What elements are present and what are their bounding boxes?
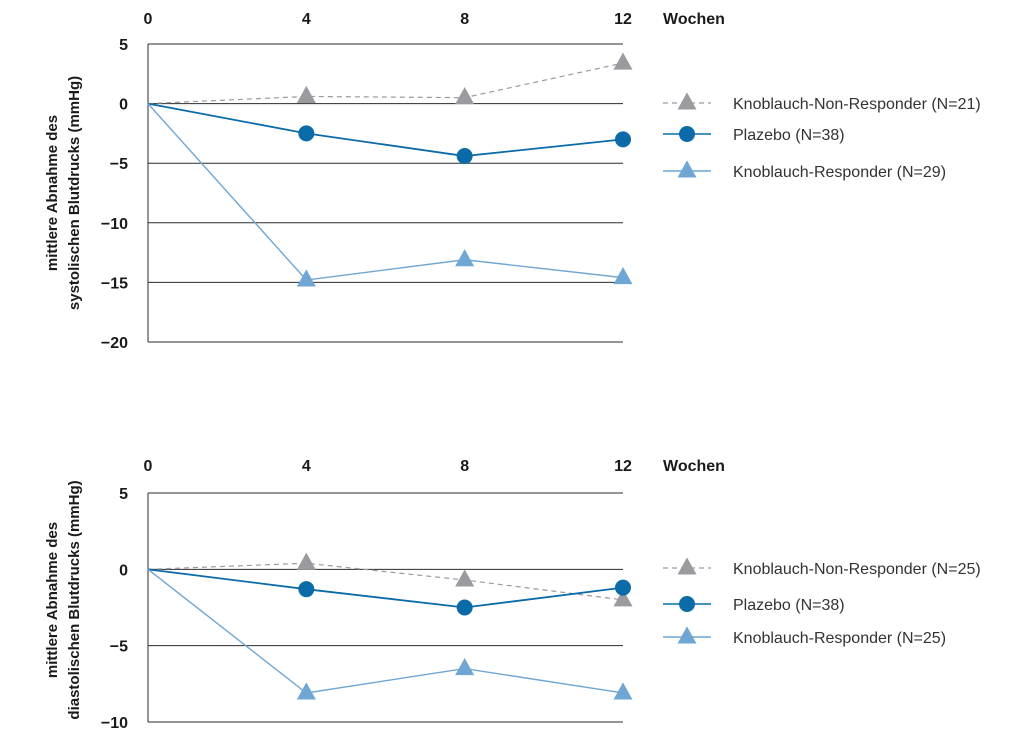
y-tick-label: 5: [119, 37, 128, 54]
data-point: [296, 682, 316, 700]
data-point: [456, 148, 473, 165]
x-axis-label: Wochen: [663, 11, 725, 28]
y-tick-label: −15: [101, 275, 128, 292]
legend-label: Knoblauch-Responder (N=25): [733, 630, 946, 647]
legend-marker: [677, 160, 697, 178]
y-axis-label: mittlere Abnahme des: [44, 115, 61, 271]
series-line-3: [147, 568, 624, 694]
legend-label: Knoblauch-Non-Responder (N=21): [733, 96, 981, 113]
data-point: [298, 581, 315, 598]
data-point: [456, 599, 473, 616]
x-tick-label: 4: [302, 458, 311, 475]
data-point: [455, 87, 475, 105]
legend-label: Knoblauch-Responder (N=29): [733, 164, 946, 181]
series-line-2: [147, 102, 624, 157]
y-tick-label: −10: [101, 216, 128, 233]
x-tick-label: 4: [302, 11, 311, 28]
data-point: [296, 552, 316, 570]
series-line-2: [147, 568, 624, 609]
x-tick-label: 0: [144, 11, 153, 28]
data-point: [296, 85, 316, 103]
y-tick-label: −5: [110, 639, 128, 656]
legend-marker: [679, 126, 695, 142]
data-point: [613, 589, 633, 607]
series-line-1: [147, 562, 624, 601]
series-line-1: [147, 62, 624, 105]
data-point: [615, 131, 631, 148]
data-point: [298, 125, 315, 142]
legend-marker: [677, 92, 697, 110]
x-tick-label: 8: [460, 11, 469, 28]
legend-label: Plazebo (N=38): [733, 597, 845, 614]
y-tick-label: 5: [119, 486, 128, 503]
y-tick-label: −10: [101, 715, 128, 732]
legend-marker: [679, 596, 695, 612]
y-tick-label: −5: [110, 156, 128, 173]
x-tick-label: 12: [614, 11, 632, 28]
data-point: [455, 569, 475, 587]
data-point: [613, 682, 633, 700]
x-tick-label: 0: [144, 458, 153, 475]
y-tick-label: 0: [119, 97, 128, 114]
x-tick-label: 12: [614, 458, 632, 475]
data-point: [613, 267, 633, 285]
legend-marker: [677, 557, 697, 575]
y-tick-label: 0: [119, 562, 128, 579]
data-point: [296, 269, 316, 287]
y-tick-label: −20: [101, 335, 128, 352]
x-tick-label: 8: [460, 458, 469, 475]
y-axis-label: systolischen Blutdrucks (mmHg): [66, 76, 83, 310]
data-point: [455, 249, 475, 267]
x-axis-label: Wochen: [663, 458, 725, 475]
data-point: [455, 657, 475, 676]
legend-label: Knoblauch-Non-Responder (N=25): [733, 561, 981, 578]
legend-marker: [677, 626, 697, 644]
y-axis-label: diastolischen Blutdrucks (mmHg): [66, 480, 83, 719]
data-point: [615, 579, 631, 596]
y-axis-label: mittlere Abnahme des: [44, 522, 61, 678]
data-point: [613, 52, 633, 70]
legend-label: Plazebo (N=38): [733, 127, 845, 144]
series-line-3: [147, 103, 624, 281]
